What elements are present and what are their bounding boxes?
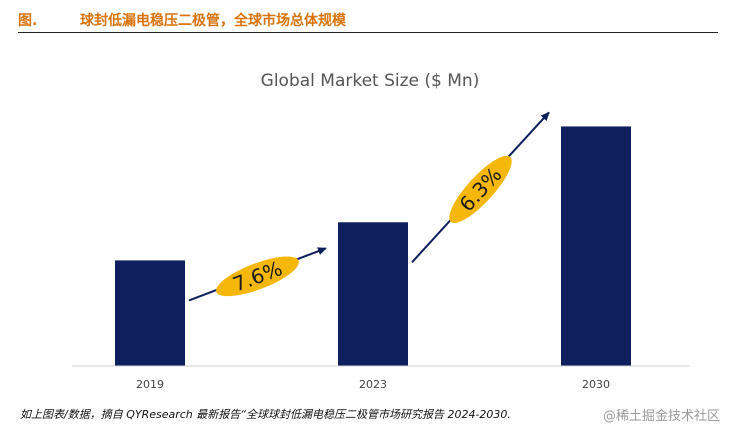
figure-header: 图. 球封低漏电稳压二极管，全球市场总体规模 (18, 10, 718, 33)
x-tick-label: 2019 (136, 378, 164, 391)
bar-2030 (561, 126, 631, 366)
chart-title: Global Market Size ($ Mn) (261, 71, 480, 91)
bar-2019 (115, 260, 185, 366)
cagr-badge-shape (449, 155, 512, 223)
figure-label: 图. (18, 13, 38, 29)
x-tick-label: 2030 (582, 378, 610, 391)
watermark: @稀土掘金技术社区 (602, 409, 720, 424)
cagr-badge: 6.3% (449, 155, 512, 223)
source-note: 如上图表/数据，摘自 QYResearch 最新报告“全球球封低漏电稳压二极管市… (20, 408, 511, 421)
cagr-badge: 7.6% (216, 256, 299, 297)
bar-2023 (338, 222, 408, 366)
x-tick-label: 2023 (359, 378, 387, 391)
cagr-label: 7.6% (229, 256, 285, 297)
figure-title: 球封低漏电稳压二极管，全球市场总体规模 (80, 13, 346, 29)
cagr-badge-shape (216, 256, 299, 297)
